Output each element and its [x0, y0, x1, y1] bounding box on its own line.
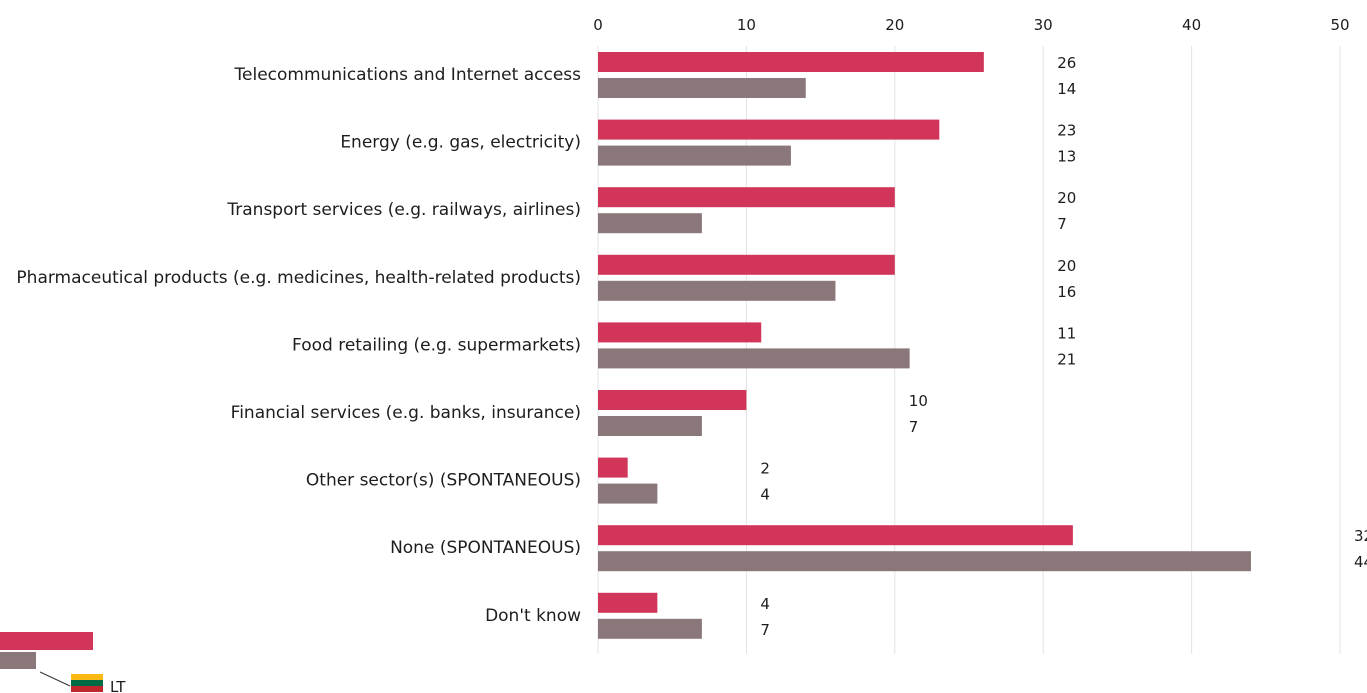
value-label: 2: [760, 460, 770, 478]
category-label: Other sector(s) (SPONTANEOUS): [306, 471, 581, 491]
bar: [598, 525, 1073, 546]
x-tick-label: 10: [737, 16, 756, 34]
bar: [598, 145, 791, 166]
bar: [598, 457, 628, 478]
bar: [598, 322, 762, 343]
x-tick-label: 0: [593, 16, 603, 34]
value-label: 4: [760, 595, 770, 613]
value-label: 23: [1057, 122, 1076, 140]
value-label: 20: [1057, 189, 1076, 207]
bar: [598, 254, 895, 275]
value-label: 32: [1354, 527, 1367, 545]
category-label: Pharmaceutical products (e.g. medicines,…: [16, 268, 581, 288]
value-label: 14: [1057, 80, 1076, 98]
bar: [598, 483, 658, 504]
legend-label: LT: [110, 678, 126, 693]
bar: [598, 592, 658, 613]
bar: [598, 390, 747, 410]
value-label: 44: [1354, 553, 1367, 571]
bar: [598, 348, 910, 369]
value-label: 13: [1057, 148, 1076, 166]
bar: [598, 280, 836, 301]
value-label: 7: [760, 621, 770, 639]
x-tick-label: 40: [1182, 16, 1201, 34]
category-label: Financial services (e.g. banks, insuranc…: [231, 403, 581, 423]
value-label: 7: [909, 418, 919, 436]
x-tick-label: 50: [1330, 16, 1349, 34]
category-label: Don't know: [485, 606, 581, 626]
category-label: Energy (e.g. gas, electricity): [340, 133, 581, 153]
category-label: None (SPONTANEOUS): [390, 538, 581, 558]
value-label: 21: [1057, 350, 1076, 368]
bar: [598, 213, 702, 234]
bar: [598, 551, 1251, 572]
x-tick-label: 30: [1034, 16, 1053, 34]
category-label: Telecommunications and Internet access: [234, 65, 582, 85]
category-label: Transport services (e.g. railways, airli…: [226, 200, 581, 220]
legend-connector: [39, 671, 71, 687]
bar: [598, 52, 984, 72]
legend-bar: [0, 632, 93, 650]
flag-stripe: [71, 674, 103, 680]
value-label: 10: [909, 392, 928, 410]
value-label: 16: [1057, 283, 1076, 301]
value-label: 26: [1057, 54, 1076, 72]
value-label: 7: [1057, 215, 1067, 233]
bar: [598, 78, 806, 98]
flag-stripe: [71, 680, 103, 686]
legend-bar: [0, 652, 36, 669]
value-label: 20: [1057, 257, 1076, 275]
bar: [598, 618, 702, 639]
x-tick-label: 20: [885, 16, 904, 34]
bar: [598, 416, 702, 436]
bar: [598, 119, 940, 140]
category-label: Food retailing (e.g. supermarkets): [292, 335, 581, 355]
value-label: 4: [760, 486, 770, 504]
value-label: 11: [1057, 324, 1076, 342]
bar: [598, 187, 895, 208]
flag-stripe: [71, 686, 103, 692]
